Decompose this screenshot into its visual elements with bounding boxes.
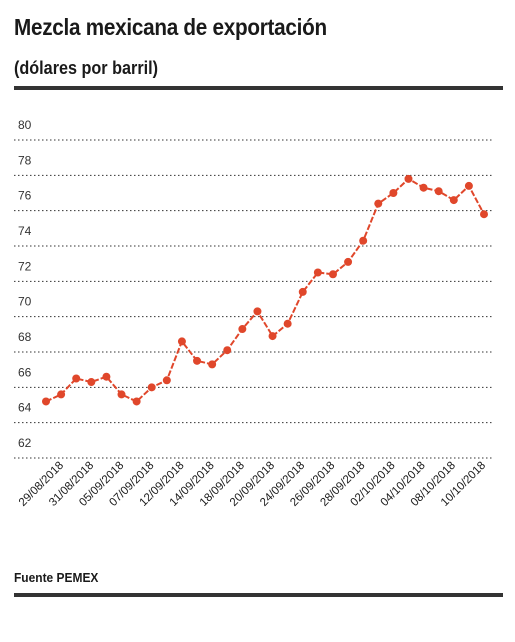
data-point: [389, 189, 398, 197]
data-point: [404, 174, 413, 183]
y-tick-label: 74: [18, 224, 32, 238]
bottom-rule: [14, 593, 503, 597]
data-point: [57, 390, 66, 399]
data-point: [87, 378, 96, 387]
data-point: [147, 383, 156, 392]
top-rule: [14, 86, 503, 90]
y-tick-label: 62: [18, 436, 32, 450]
data-point: [283, 319, 292, 328]
data-point: [419, 183, 428, 192]
data-point: [344, 257, 353, 266]
series-line: [45, 177, 485, 403]
data-point: [238, 325, 247, 334]
data-point: [480, 210, 488, 219]
y-tick-label: 78: [18, 153, 32, 167]
data-point: [328, 270, 337, 279]
y-axis-ticks: 62 64 66 68 70 72 74 76 78 80: [18, 118, 32, 450]
chart-title: Mezcla mexicana de exportación: [14, 14, 327, 40]
data-point: [193, 356, 202, 365]
data-point: [42, 397, 50, 406]
data-points: [42, 174, 488, 406]
data-point: [132, 397, 141, 406]
data-point: [359, 236, 368, 245]
y-tick-label: 64: [18, 401, 32, 415]
data-point: [449, 196, 458, 205]
data-point: [102, 372, 111, 381]
data-point: [208, 360, 217, 369]
data-point: [298, 287, 307, 296]
x-axis-ticks: 29/08/201831/08/201805/09/201807/09/2018…: [17, 460, 488, 509]
data-point: [72, 374, 81, 383]
source-note: Fuente PEMEX: [14, 570, 99, 585]
data-point: [434, 187, 443, 196]
data-point: [223, 346, 232, 355]
y-tick-label: 66: [18, 365, 32, 379]
data-point: [313, 268, 322, 277]
data-point: [162, 376, 171, 385]
y-tick-label: 72: [18, 259, 32, 273]
y-tick-label: 80: [18, 118, 32, 132]
data-point: [268, 332, 277, 341]
data-point: [374, 199, 383, 208]
y-tick-label: 76: [18, 189, 32, 203]
data-point: [117, 390, 126, 399]
data-point: [177, 337, 186, 346]
data-point: [253, 307, 262, 316]
y-tick-label: 68: [18, 330, 32, 344]
chart-subtitle: (dólares por barril): [14, 58, 159, 78]
y-tick-label: 70: [18, 295, 32, 309]
data-point: [464, 181, 473, 190]
